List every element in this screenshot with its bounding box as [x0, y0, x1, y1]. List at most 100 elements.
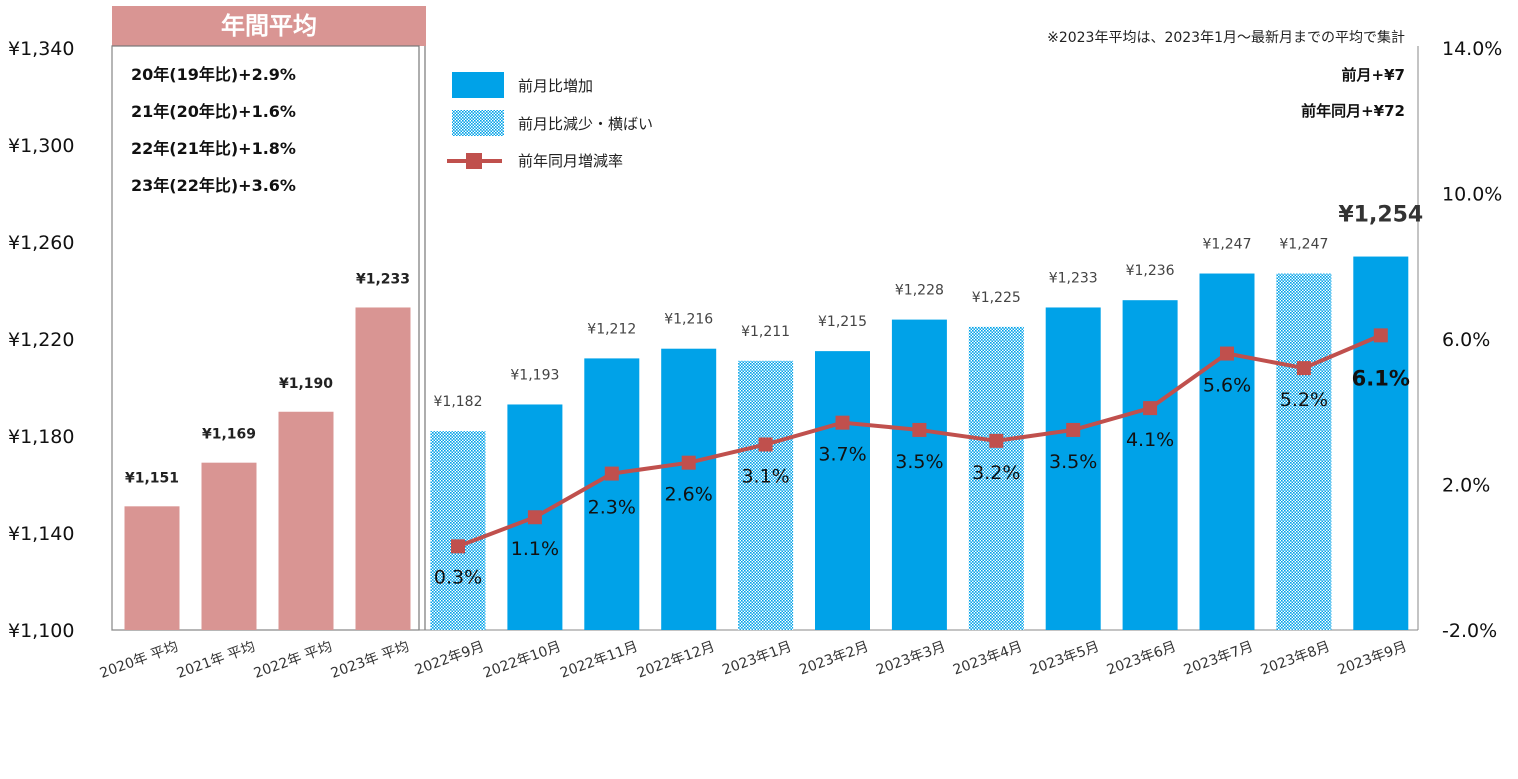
- yoy-label: 4.1%: [1126, 429, 1174, 451]
- yoy-label: 5.2%: [1280, 389, 1328, 411]
- annual-note: 22年(21年比)+1.8%: [131, 139, 296, 158]
- monthly-bar-value: ¥1,236: [1126, 263, 1175, 279]
- monthly-bar-increase: [1199, 273, 1255, 630]
- yoy-marker: [989, 433, 1004, 448]
- annual-bar: [124, 506, 180, 630]
- annual-bar: [278, 411, 334, 630]
- right-axis-tick-label: 2.0%: [1442, 475, 1490, 497]
- yoy-marker: [604, 466, 619, 481]
- monthly-bar-increase: [584, 358, 640, 630]
- right-axis-ticks: -2.0% 2.0% 6.0% 10.0% 14.0%: [1442, 38, 1502, 642]
- bars: [124, 256, 1409, 630]
- monthly-bar-increase: [1353, 256, 1409, 630]
- category-label: 2023年1月: [720, 639, 794, 679]
- monthly-bar-value: ¥1,216: [664, 312, 713, 328]
- yoy-label: 3.1%: [741, 465, 789, 487]
- yoy-label: 2.3%: [588, 497, 636, 519]
- category-label: 2023年5月: [1028, 639, 1102, 679]
- legend-swatch-decrease: [452, 110, 504, 136]
- left-axis-ticks: ¥1,100 ¥1,140 ¥1,180 ¥1,220 ¥1,260 ¥1,300 ¥1,3…: [8, 38, 74, 642]
- annual-bar-value: ¥1,169: [202, 427, 256, 443]
- legend-swatch-increase: [452, 72, 504, 98]
- monthly-bar-increase: [1045, 307, 1101, 630]
- yoy-marker: [1143, 401, 1158, 416]
- yoy-marker: [1066, 422, 1081, 437]
- annual-bar-value: ¥1,151: [125, 470, 179, 486]
- monthly-bar-increase: [891, 319, 947, 630]
- category-label: 2023年3月: [874, 639, 948, 679]
- left-axis-tick-label: ¥1,300: [8, 135, 74, 157]
- monthly-bar-decrease: [430, 431, 486, 630]
- annual-bar: [201, 462, 257, 630]
- category-label: 2023年8月: [1259, 639, 1333, 679]
- monthly-bar-value: ¥1,211: [741, 324, 790, 340]
- legend-marker-yoy: [466, 153, 482, 169]
- monthly-bar-value: ¥1,225: [972, 290, 1021, 306]
- category-label: 2023年9月: [1336, 639, 1410, 679]
- yoy-label: 1.1%: [511, 538, 559, 560]
- right-axis-tick-label: 6.0%: [1442, 329, 1490, 351]
- right-axis-tick-label: 14.0%: [1442, 38, 1502, 60]
- annual-bar: [355, 307, 411, 630]
- category-label: 2020年 平均: [98, 639, 181, 682]
- category-label: 2023年2月: [797, 639, 871, 679]
- left-axis-tick-label: ¥1,100: [8, 620, 74, 642]
- yoy-marker: [527, 510, 542, 525]
- annual-bar-value: ¥1,233: [356, 271, 410, 287]
- yoy-marker: [835, 415, 850, 430]
- latest-bar-value: ¥1,254: [1338, 203, 1423, 228]
- left-axis-tick-label: ¥1,260: [8, 232, 74, 254]
- category-label: 2022年12月: [635, 639, 717, 682]
- monthly-bar-value: ¥1,215: [818, 314, 867, 330]
- yoy-marker: [1296, 361, 1311, 376]
- yoy-marker: [1220, 346, 1234, 361]
- bar-value-labels: ¥1,151 ¥1,169 ¥1,190 ¥1,233 ¥1,182 ¥1,193 ¥1,2…: [125, 203, 1423, 487]
- monthly-bar-value: ¥1,228: [895, 283, 944, 299]
- monthly-bar-decrease: [738, 360, 794, 630]
- yoy-label: 3.5%: [895, 451, 943, 473]
- category-label: 2023年7月: [1182, 639, 1256, 679]
- monthly-bar-increase: [1122, 300, 1178, 630]
- yoy-marker: [451, 539, 465, 554]
- annual-note: 20年(19年比)+2.9%: [131, 65, 296, 84]
- category-label: 2022年11月: [558, 639, 640, 682]
- yoy-marker: [912, 422, 927, 437]
- annual-banner-text: 年間平均: [221, 12, 317, 40]
- yoy-marker: [681, 455, 696, 470]
- annual-notes: 20年(19年比)+2.9% 21年(20年比)+1.6% 22年(21年比)+…: [131, 65, 296, 195]
- yoy-label: 3.7%: [818, 444, 866, 466]
- monthly-bar-value: ¥1,247: [1203, 237, 1252, 253]
- category-label: 2021年 平均: [175, 639, 258, 682]
- yoy-label: 0.3%: [434, 566, 482, 588]
- yoy-labels: 0.3% 1.1% 2.3% 2.6% 3.1% 3.7% 3.5% 3.2% 3.5% 4.1%…: [434, 366, 1410, 588]
- monthly-bar-value: ¥1,233: [1049, 270, 1098, 286]
- yoy-label-latest: 6.1%: [1352, 366, 1410, 390]
- yoy-label: 5.6%: [1203, 375, 1251, 397]
- summary-mom: 前月+¥7: [1342, 66, 1405, 84]
- monthly-bar-decrease: [1276, 273, 1332, 630]
- yoy-label: 2.6%: [665, 484, 713, 506]
- monthly-bar-value: ¥1,247: [1279, 237, 1328, 253]
- left-axis-tick-label: ¥1,180: [8, 426, 74, 448]
- legend-label-yoy: 前年同月増減率: [518, 152, 623, 170]
- right-axis-tick-label: 10.0%: [1442, 184, 1502, 206]
- left-axis-tick-label: ¥1,340: [8, 38, 74, 60]
- monthly-bar-increase: [661, 348, 717, 630]
- right-axis-tick-label: -2.0%: [1442, 620, 1497, 642]
- annual-bar-value: ¥1,190: [279, 376, 333, 392]
- monthly-bar-value: ¥1,193: [510, 367, 559, 383]
- category-label: 2022年10月: [481, 639, 563, 682]
- legend: 前月比増加 前月比減少・横ばい 前年同月増減率: [447, 72, 653, 170]
- category-label: 2023年6月: [1105, 639, 1179, 679]
- annual-note: 23年(22年比)+3.6%: [131, 176, 296, 195]
- left-axis-tick-label: ¥1,140: [8, 523, 74, 545]
- category-label: 2023年4月: [951, 639, 1025, 679]
- average-note: ※2023年平均は、2023年1月～最新月までの平均で集計: [1047, 29, 1405, 46]
- annual-banner: [112, 6, 426, 46]
- category-label: 2022年9月: [413, 639, 487, 679]
- annual-note: 21年(20年比)+1.6%: [131, 102, 296, 121]
- yoy-label: 3.5%: [1049, 451, 1097, 473]
- left-axis-tick-label: ¥1,220: [8, 329, 74, 351]
